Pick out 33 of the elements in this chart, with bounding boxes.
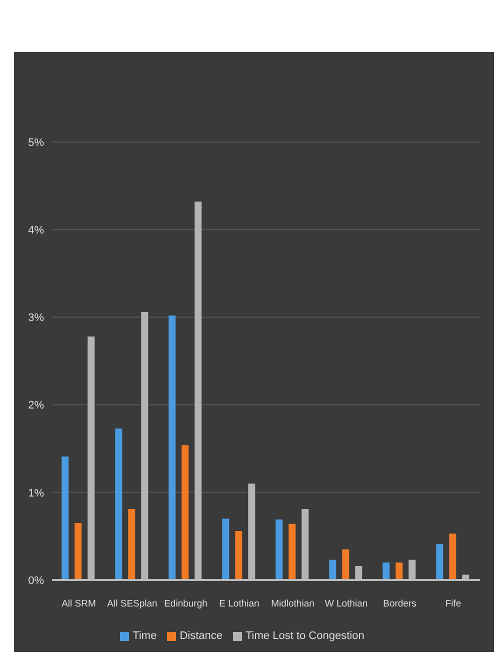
bar [436, 544, 444, 580]
bar [62, 456, 69, 580]
bar [396, 562, 403, 580]
y-tick-label: 0% [28, 574, 44, 587]
bar [235, 530, 242, 580]
bar [74, 523, 82, 580]
x-tick-label: Fife [445, 598, 462, 610]
bar [276, 520, 283, 580]
x-tick-label: W Lothian [324, 598, 368, 610]
y-tick-label: 3% [28, 312, 44, 324]
bar [288, 524, 296, 580]
bar [449, 534, 456, 580]
legend-label: Distance [180, 630, 222, 642]
x-tick-label: Borders [383, 598, 417, 610]
y-tick-label: 1% [28, 487, 44, 500]
bar [168, 315, 176, 580]
x-tick-label: All SESplan [107, 598, 158, 610]
bar [382, 562, 390, 580]
bar [222, 518, 230, 580]
x-tick-label: Midlothian [271, 598, 314, 610]
x-tick-label: E Lothian [219, 598, 260, 610]
bar [128, 509, 136, 580]
x-tick-label: All SRM [62, 598, 96, 610]
legend-label: Time Lost to Congestion [246, 630, 364, 642]
y-tick-label: 5% [28, 136, 44, 149]
bar [115, 428, 122, 580]
y-tick-label: 4% [28, 224, 44, 237]
bar [329, 560, 336, 580]
y-tick-label: 2% [28, 400, 44, 412]
bar [182, 445, 189, 580]
bar [342, 549, 350, 580]
legend-label: Time [132, 630, 157, 642]
x-tick-label: Edinburgh [164, 598, 208, 610]
